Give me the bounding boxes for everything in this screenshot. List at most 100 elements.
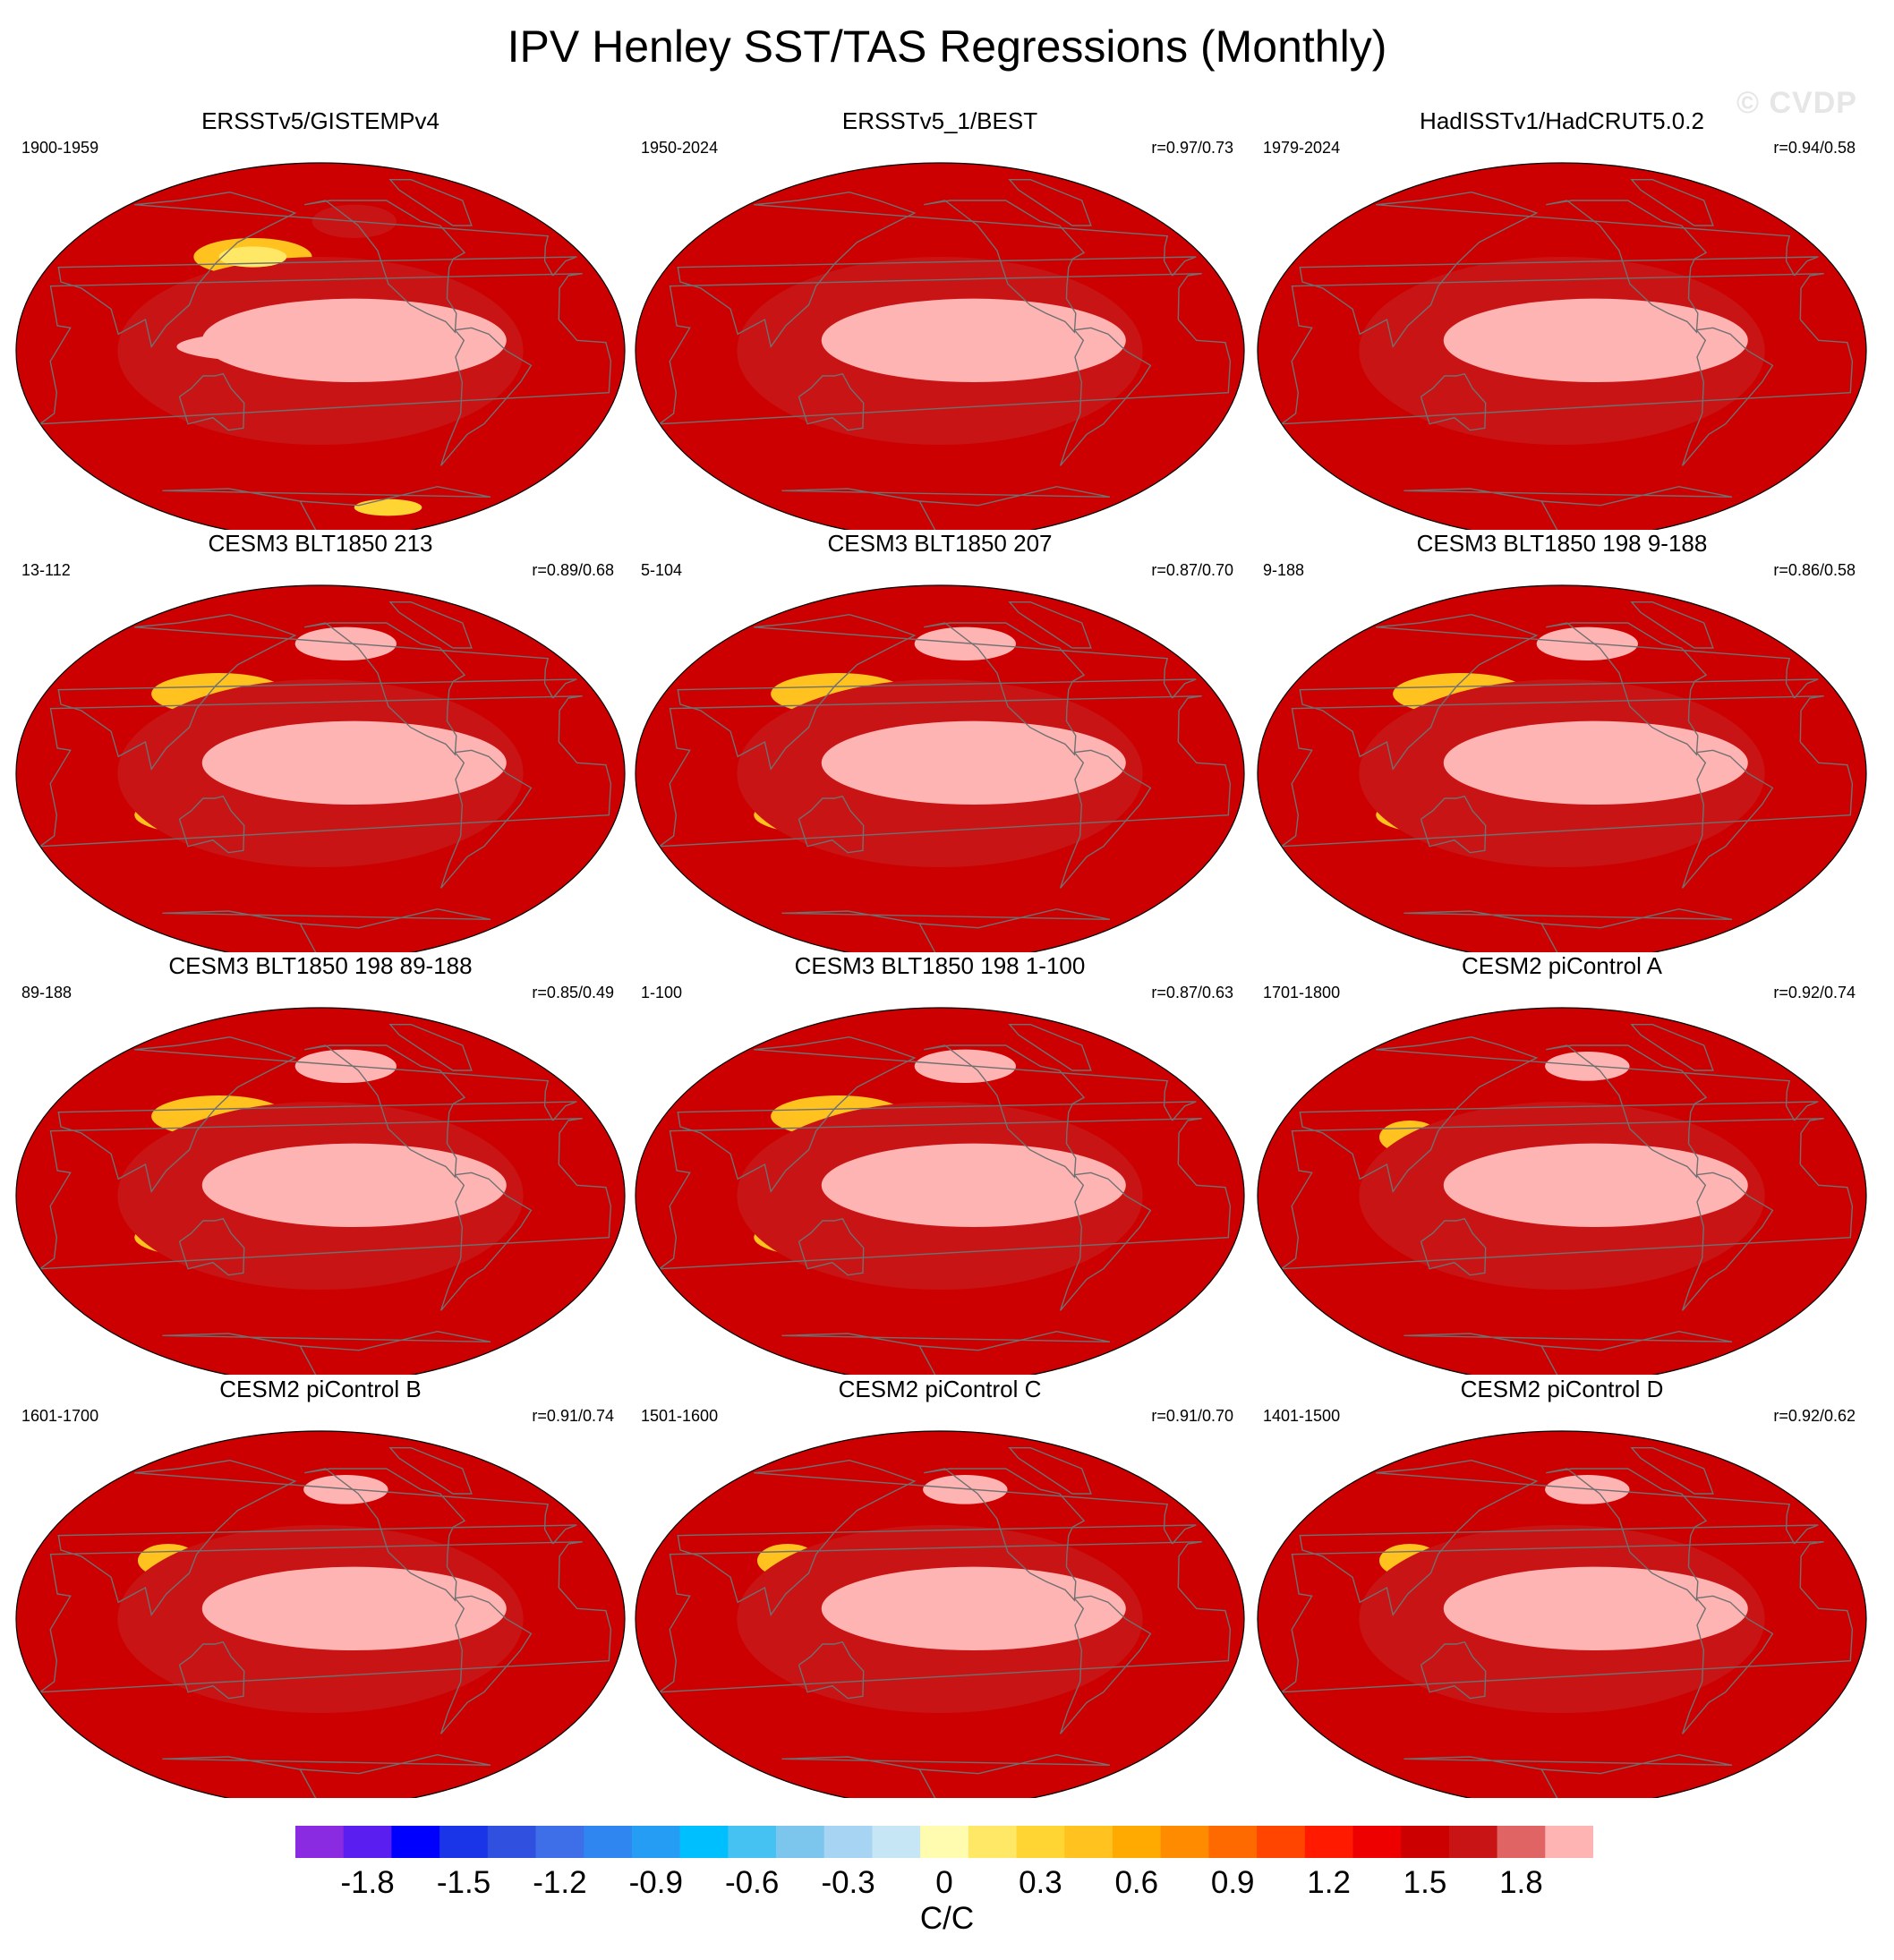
coastline xyxy=(1059,327,1152,466)
panel-correlation: r=0.91/0.74 xyxy=(532,1407,614,1425)
regression-anomaly xyxy=(914,626,1016,660)
coastline xyxy=(178,1217,245,1276)
coastline xyxy=(1420,795,1487,854)
map-panel: CESM2 piControl B 1601-1700 r=0.91/0.74 xyxy=(7,1376,634,1800)
watermark: © CVDP xyxy=(1736,86,1857,120)
coastline xyxy=(1681,749,1774,889)
coastline xyxy=(1299,1459,1819,1616)
colorbar-box xyxy=(584,1826,633,1858)
colorbar-box xyxy=(1401,1826,1450,1858)
regression-anomaly xyxy=(1545,761,1681,782)
map-panel: CESM3 BLT1850 207 5-104 r=0.87/0.70 xyxy=(627,530,1253,954)
regression-map xyxy=(15,162,626,530)
coastline xyxy=(57,1459,577,1616)
regression-anomaly xyxy=(1545,1185,1681,1202)
regression-anomaly xyxy=(294,1049,397,1083)
panel-period: 1-100 xyxy=(641,984,683,1001)
coastline xyxy=(304,1044,466,1179)
coastline xyxy=(1299,613,1819,771)
coastline xyxy=(1681,327,1774,466)
coastline xyxy=(924,1044,1086,1179)
coastline xyxy=(1403,1330,1733,1375)
coastline xyxy=(1546,622,1708,756)
coastline xyxy=(1681,1172,1774,1311)
colorbar-box xyxy=(487,1826,537,1858)
regression-anomaly xyxy=(303,1475,388,1504)
coastline xyxy=(162,1753,491,1798)
coastline xyxy=(388,179,473,226)
colorbar-box xyxy=(535,1826,584,1858)
colorbar-tick-label: 0.9 xyxy=(1210,1865,1255,1900)
map-border xyxy=(1257,584,1867,952)
map-border xyxy=(15,162,626,530)
colorbar-box xyxy=(728,1826,777,1858)
colorbar-box xyxy=(1208,1826,1258,1858)
panel-period: 1601-1700 xyxy=(21,1407,99,1425)
regression-map xyxy=(15,1007,626,1375)
coastline xyxy=(924,200,1086,334)
colorbar-box xyxy=(1257,1826,1306,1858)
colorbar-box xyxy=(439,1826,489,1858)
colorbar-tick-label: 1.2 xyxy=(1307,1865,1351,1900)
coastline xyxy=(1279,1118,1854,1270)
coastline xyxy=(1420,1640,1487,1700)
coastline xyxy=(1546,1044,1708,1179)
coastline xyxy=(1546,200,1708,334)
panel-period: 5-104 xyxy=(641,561,683,579)
regression-anomaly xyxy=(1545,1608,1681,1625)
panel-correlation: r=0.94/0.58 xyxy=(1773,139,1856,157)
regression-anomaly xyxy=(303,1183,439,1205)
coastline xyxy=(781,1330,1111,1375)
colorbar-box xyxy=(343,1826,392,1858)
panel-title: CESM3 BLT1850 213 xyxy=(208,530,433,557)
colorbar-box xyxy=(968,1826,1018,1858)
panel-correlation: r=0.92/0.74 xyxy=(1773,984,1856,1001)
map-border xyxy=(15,1007,626,1375)
coastline xyxy=(1420,372,1487,431)
colorbar-tick-label: 1.8 xyxy=(1499,1865,1543,1900)
panel-title: CESM2 piControl B xyxy=(219,1376,422,1402)
panel-period: 1979-2024 xyxy=(1263,139,1341,157)
panel-period: 13-112 xyxy=(21,561,71,579)
colorbar-box xyxy=(295,1826,345,1858)
regression-anomaly xyxy=(294,328,482,362)
map-panel: CESM3 BLT1850 198 9-188 9-188 r=0.86/0.58 xyxy=(1249,530,1875,954)
coastline xyxy=(1279,695,1854,848)
colorbar-tick-label: -0.3 xyxy=(821,1865,875,1900)
coastline xyxy=(781,908,1111,952)
coastline xyxy=(178,1640,245,1700)
panel-period: 1950-2024 xyxy=(641,139,719,157)
regression-map xyxy=(1257,1430,1867,1798)
coastline xyxy=(924,1468,1086,1602)
coastline xyxy=(162,908,491,952)
regression-map xyxy=(635,584,1245,952)
colorbar-tick-label: -0.6 xyxy=(725,1865,780,1900)
coastline xyxy=(1403,908,1733,952)
map-panel: ERSSTv5_1/BEST 1950-2024 r=0.97/0.73 xyxy=(627,107,1253,532)
map-border xyxy=(635,1007,1245,1375)
coastline xyxy=(781,1753,1111,1798)
coastline xyxy=(924,622,1086,756)
coastline xyxy=(439,1172,533,1311)
colorbar-box xyxy=(1497,1826,1546,1858)
coastline xyxy=(304,622,466,756)
regression-map xyxy=(635,162,1245,530)
colorbar-tick-label: -1.5 xyxy=(436,1865,491,1900)
coastline xyxy=(57,1035,577,1193)
coastline xyxy=(677,191,1197,348)
coastline xyxy=(178,795,245,854)
regression-anomaly xyxy=(1545,1052,1630,1081)
panel-correlation: r=0.87/0.70 xyxy=(1151,561,1233,579)
regression-map xyxy=(15,1430,626,1798)
coastline xyxy=(1008,179,1092,226)
map-panel: CESM3 BLT1850 198 89-188 89-188 r=0.85/0.4… xyxy=(7,952,634,1376)
coastline xyxy=(439,1595,533,1734)
coastline xyxy=(798,1640,865,1700)
map-border xyxy=(635,584,1245,952)
page-title: IPV Henley SST/TAS Regressions (Monthly) xyxy=(507,21,1387,72)
coastline xyxy=(1681,1595,1774,1734)
coastline xyxy=(1630,179,1714,226)
colorbar xyxy=(295,1826,1593,1858)
map-border xyxy=(635,1430,1245,1798)
coastline xyxy=(657,695,1232,848)
